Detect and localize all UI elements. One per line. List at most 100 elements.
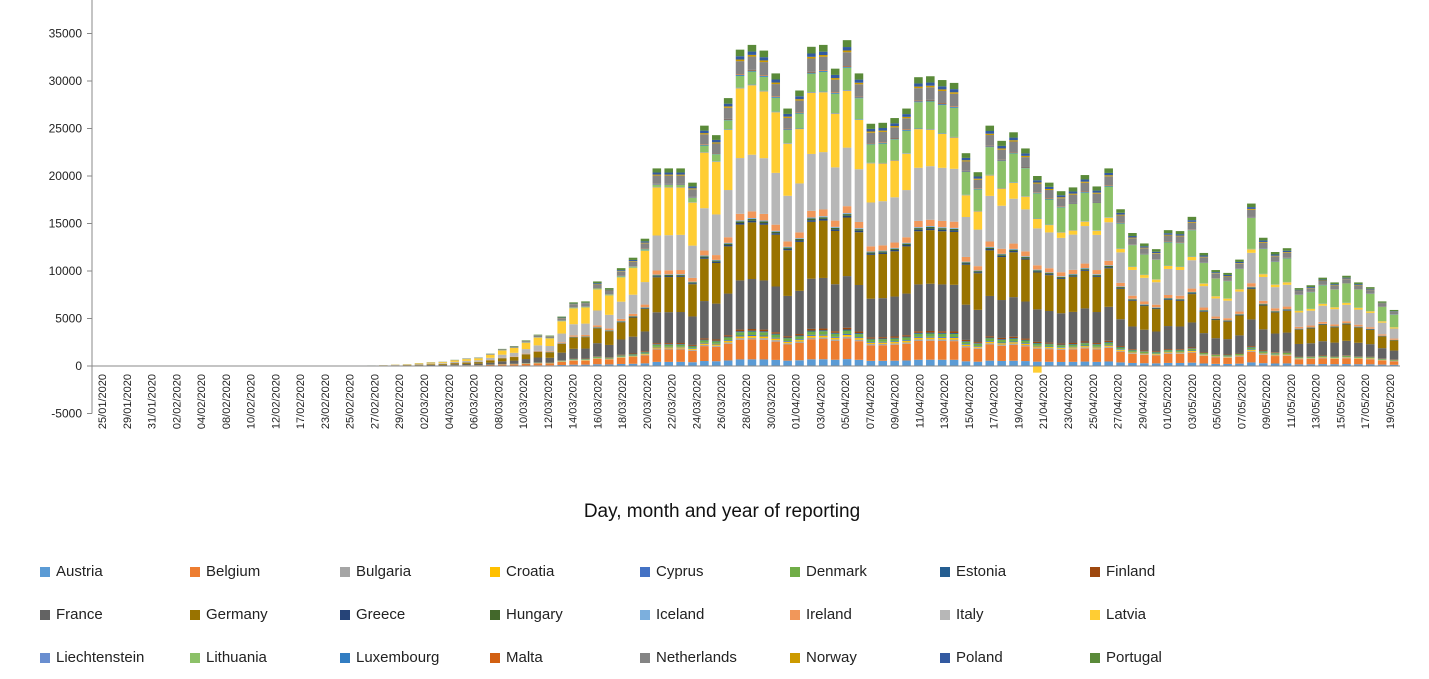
bar-segment-finland xyxy=(867,337,876,338)
x-tick-label: 28/03/2020 xyxy=(741,374,753,429)
bar-segment-cyprus xyxy=(795,339,804,340)
bar-segment-austria xyxy=(676,362,685,366)
bar-stack xyxy=(855,73,864,366)
bar-segment-lithuania xyxy=(914,102,923,128)
bar-segment-greece xyxy=(867,254,876,255)
bar-segment-netherlands xyxy=(641,243,650,248)
y-tick-label: 25000 xyxy=(49,122,83,136)
bar-segment-latvia xyxy=(1152,280,1161,283)
bar-segment-latvia xyxy=(855,120,864,169)
bar-segment-finland xyxy=(831,331,840,333)
bar-segment-hungary xyxy=(1116,287,1125,288)
bar-segment-denmark xyxy=(1045,344,1054,346)
bar-segment-portugal xyxy=(688,183,697,187)
bar-segment-lithuania xyxy=(653,185,662,187)
bar-segment-austria xyxy=(867,361,876,366)
bar-segment-portugal xyxy=(1390,310,1399,311)
bar-segment-belgium xyxy=(546,363,555,365)
bar-segment-croatia xyxy=(807,336,816,338)
bar-segment-lithuania xyxy=(641,249,650,250)
bar-segment-portugal xyxy=(748,45,757,52)
x-tick-label: 17/04/2020 xyxy=(989,374,1001,429)
bar-segment-cyprus xyxy=(855,337,864,338)
bar-segment-netherlands xyxy=(890,127,899,138)
bar-segment-greece xyxy=(997,256,1006,257)
bar-segment-ireland xyxy=(1342,321,1351,323)
bar-segment-austria xyxy=(831,360,840,366)
bar-stack xyxy=(1307,285,1316,366)
bar-segment-bulgaria xyxy=(843,337,852,339)
bar-segment-austria xyxy=(807,359,816,366)
bar-segment-estonia xyxy=(748,331,757,332)
bar-segment-estonia xyxy=(950,333,959,334)
bar-segment-lithuania xyxy=(1152,260,1161,280)
bar-segment-greece xyxy=(664,276,673,277)
bar-segment-denmark xyxy=(819,331,828,334)
bar-segment-netherlands xyxy=(1211,274,1220,278)
bar-segment-finland xyxy=(1057,344,1066,345)
bar-segment-latvia xyxy=(676,187,685,234)
bar-stack xyxy=(867,124,876,366)
bar-segment-italy xyxy=(985,196,994,242)
bar-segment-italy xyxy=(855,169,864,222)
bar-stack xyxy=(1295,288,1304,366)
bar-segment-liechtenstein xyxy=(748,85,757,86)
bar-segment-iceland xyxy=(1069,274,1078,275)
bar-segment-lithuania xyxy=(1366,294,1375,311)
bar-segment-latvia xyxy=(1033,219,1042,228)
bar-segment-germany xyxy=(1390,341,1399,351)
bar-segment-norway xyxy=(926,86,935,88)
bar-segment-croatia xyxy=(878,343,887,344)
bar-segment-denmark xyxy=(676,345,685,347)
bar-segment-iceland xyxy=(783,247,792,248)
bar-segment-finland xyxy=(724,335,733,336)
bar-segment-italy xyxy=(617,302,626,319)
bar-segment-iceland xyxy=(819,216,828,217)
bar-segment-bulgaria xyxy=(1140,354,1149,355)
y-tick-label: 0 xyxy=(75,359,82,373)
legend-label: Germany xyxy=(206,606,268,623)
bar-segment-greece xyxy=(914,230,923,232)
bar-segment-malta xyxy=(807,72,816,73)
y-tick-label: 20000 xyxy=(49,169,83,183)
bar-segment-poland xyxy=(664,173,673,175)
bar-segment-norway xyxy=(855,83,864,85)
bar-segment-denmark xyxy=(1330,357,1339,358)
bar-segment-malta xyxy=(724,119,733,120)
bar-segment-croatia xyxy=(1093,347,1102,348)
bar-segment-france xyxy=(974,310,983,342)
bar-segment-portugal xyxy=(1318,278,1327,280)
bar-segment-poland xyxy=(1081,179,1090,181)
bar-stack xyxy=(736,50,745,366)
bars xyxy=(106,40,1399,373)
bar-segment-luxembourg xyxy=(950,107,959,108)
bar-segment-croatia xyxy=(736,336,745,338)
bar-segment-malta xyxy=(1009,152,1018,153)
bar-stack xyxy=(522,340,531,366)
bar-segment-estonia xyxy=(962,341,971,342)
bar-segment-croatia xyxy=(783,342,792,343)
bar-segment-lithuania xyxy=(962,172,971,195)
bar-segment-netherlands xyxy=(843,52,852,66)
legend-label: Netherlands xyxy=(656,649,737,666)
bar-segment-germany xyxy=(605,331,614,345)
bar-stack xyxy=(807,47,816,366)
bar-segment-finland xyxy=(1164,349,1173,350)
bar-segment-lithuania xyxy=(1200,263,1209,283)
bar-segment-finland xyxy=(1045,343,1054,344)
bar-segment-luxembourg xyxy=(807,73,816,74)
bar-segment-finland xyxy=(855,332,864,334)
bar-segment-france xyxy=(867,299,876,338)
bar-segment-norway xyxy=(795,99,804,100)
bar-segment-latvia xyxy=(617,277,626,301)
bar-segment-poland xyxy=(760,57,769,60)
bar-segment-malta xyxy=(950,106,959,107)
bar-segment-netherlands xyxy=(736,61,745,74)
bar-segment-belgium xyxy=(1200,356,1209,364)
bar-segment-greece xyxy=(807,220,816,222)
bar-segment-latvia xyxy=(415,363,424,364)
bar-segment-germany xyxy=(522,355,531,360)
bar-segment-portugal xyxy=(736,50,745,57)
bar-stack xyxy=(748,45,757,366)
bar-segment-iceland xyxy=(878,251,887,252)
